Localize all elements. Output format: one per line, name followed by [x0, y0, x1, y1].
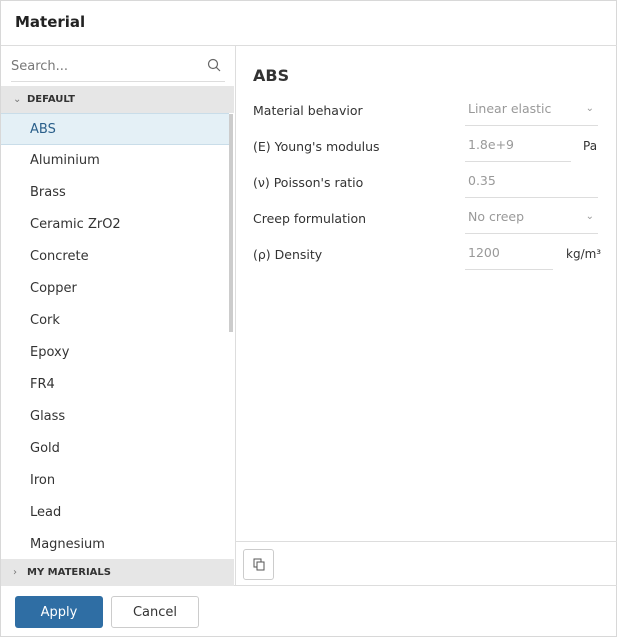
group-my-materials[interactable]: › MY MATERIALS: [1, 559, 234, 586]
unit-label: kg/m³: [566, 247, 602, 261]
poisson-ratio-row: (ν) Poisson's ratio 0.35: [253, 165, 603, 201]
apply-button[interactable]: Apply: [15, 596, 103, 628]
material-name: ABS: [253, 66, 290, 85]
search-icon[interactable]: [207, 58, 221, 76]
material-item[interactable]: Cork: [30, 313, 60, 328]
material-item[interactable]: ABS: [1, 113, 229, 145]
select-value: Linear elastic: [468, 101, 552, 116]
density-input[interactable]: 1200: [465, 239, 553, 270]
scrollbar[interactable]: [229, 114, 233, 332]
creep-formulation-row: Creep formulation No creep ⌄: [253, 201, 603, 237]
creep-formulation-select[interactable]: No creep ⌄: [465, 203, 598, 234]
material-item[interactable]: Gold: [30, 441, 60, 456]
youngs-modulus-row: (E) Young's modulus 1.8e+9 Pa: [253, 129, 603, 165]
chevron-down-icon: ⌄: [585, 211, 594, 222]
material-list: ABS Aluminium Brass Ceramic ZrO2 Concrete Cop…: [1, 113, 229, 559]
search-box[interactable]: [11, 52, 225, 82]
chevron-down-icon: ⌄: [13, 94, 22, 105]
select-value: No creep: [468, 209, 525, 224]
material-item[interactable]: Lead: [30, 505, 62, 520]
density-row: (ρ) Density 1200 kg/m³: [253, 237, 603, 273]
material-item[interactable]: Magnesium: [30, 537, 105, 552]
material-item[interactable]: Epoxy: [30, 345, 70, 360]
copy-button[interactable]: [243, 549, 274, 580]
search-input[interactable]: [11, 52, 191, 80]
material-detail-panel: ABS Material behavior Linear elastic ⌄ (E…: [235, 46, 617, 586]
chevron-down-icon: ⌄: [585, 103, 594, 114]
poisson-ratio-input[interactable]: 0.35: [465, 167, 598, 198]
material-behavior-select[interactable]: Linear elastic ⌄: [465, 95, 598, 126]
cancel-button[interactable]: Cancel: [111, 596, 199, 628]
material-item[interactable]: FR4: [30, 377, 55, 392]
material-item[interactable]: Glass: [30, 409, 66, 424]
material-item[interactable]: Brass: [30, 185, 66, 200]
detail-toolbar: [236, 541, 617, 586]
field-label: (ρ) Density: [253, 247, 323, 262]
material-item[interactable]: Concrete: [30, 249, 89, 264]
material-behavior-row: Material behavior Linear elastic ⌄: [253, 93, 603, 129]
field-label: (E) Young's modulus: [253, 139, 380, 154]
group-label: DEFAULT: [27, 94, 75, 105]
material-item[interactable]: Ceramic ZrO2: [30, 217, 121, 232]
youngs-modulus-input[interactable]: 1.8e+9: [465, 131, 571, 162]
material-list-panel: ⌄ DEFAULT ABS Aluminium Brass Ceramic ZrO2 Co…: [1, 46, 234, 586]
chevron-right-icon: ›: [13, 567, 17, 578]
field-label: Creep formulation: [253, 211, 367, 226]
group-label: MY MATERIALS: [27, 567, 111, 578]
field-label: Material behavior: [253, 103, 363, 118]
field-label: (ν) Poisson's ratio: [253, 175, 364, 190]
material-item[interactable]: Iron: [30, 473, 56, 488]
material-item[interactable]: Aluminium: [30, 153, 100, 168]
dialog-body: ⌄ DEFAULT ABS Aluminium Brass Ceramic ZrO2 Co…: [1, 45, 617, 586]
dialog-title: Material: [15, 13, 86, 31]
group-default[interactable]: ⌄ DEFAULT: [1, 86, 234, 113]
copy-icon: [253, 558, 264, 571]
material-item[interactable]: Copper: [30, 281, 77, 296]
unit-label: Pa: [583, 139, 598, 153]
